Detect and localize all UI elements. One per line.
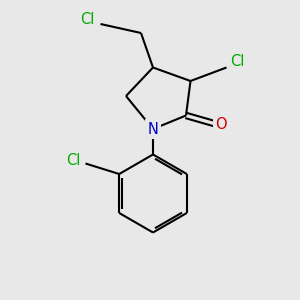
Text: Cl: Cl [66, 153, 81, 168]
Text: N: N [148, 122, 158, 136]
Text: O: O [215, 117, 227, 132]
Text: Cl: Cl [230, 54, 244, 69]
Text: Cl: Cl [80, 12, 94, 27]
